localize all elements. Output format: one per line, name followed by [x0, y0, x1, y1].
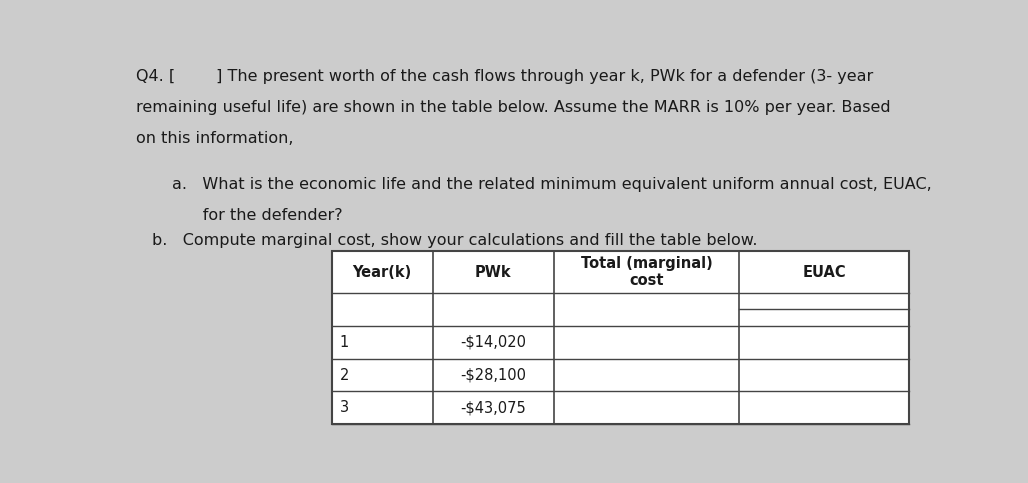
Text: 2: 2: [339, 368, 348, 383]
Text: PWk: PWk: [475, 265, 512, 280]
Text: Q4. [        ] The present worth of the cash flows through year k, PWk for a def: Q4. [ ] The present worth of the cash fl…: [137, 69, 874, 84]
Text: -$14,020: -$14,020: [461, 335, 526, 350]
Text: Year(k): Year(k): [353, 265, 412, 280]
Text: b.   Compute marginal cost, show your calculations and fill the table below.: b. Compute marginal cost, show your calc…: [152, 233, 758, 248]
Text: 3: 3: [339, 400, 348, 415]
Text: a.   What is the economic life and the related minimum equivalent uniform annual: a. What is the economic life and the rel…: [173, 177, 932, 192]
Text: -$43,075: -$43,075: [461, 400, 526, 415]
Text: Total (marginal)
cost: Total (marginal) cost: [581, 256, 712, 288]
Text: for the defender?: for the defender?: [173, 208, 343, 223]
Text: -$28,100: -$28,100: [461, 368, 526, 383]
Text: on this information,: on this information,: [137, 131, 294, 146]
Text: EUAC: EUAC: [802, 265, 846, 280]
Text: 1: 1: [339, 335, 348, 350]
Text: remaining useful life) are shown in the table below. Assume the MARR is 10% per : remaining useful life) are shown in the …: [137, 100, 891, 115]
